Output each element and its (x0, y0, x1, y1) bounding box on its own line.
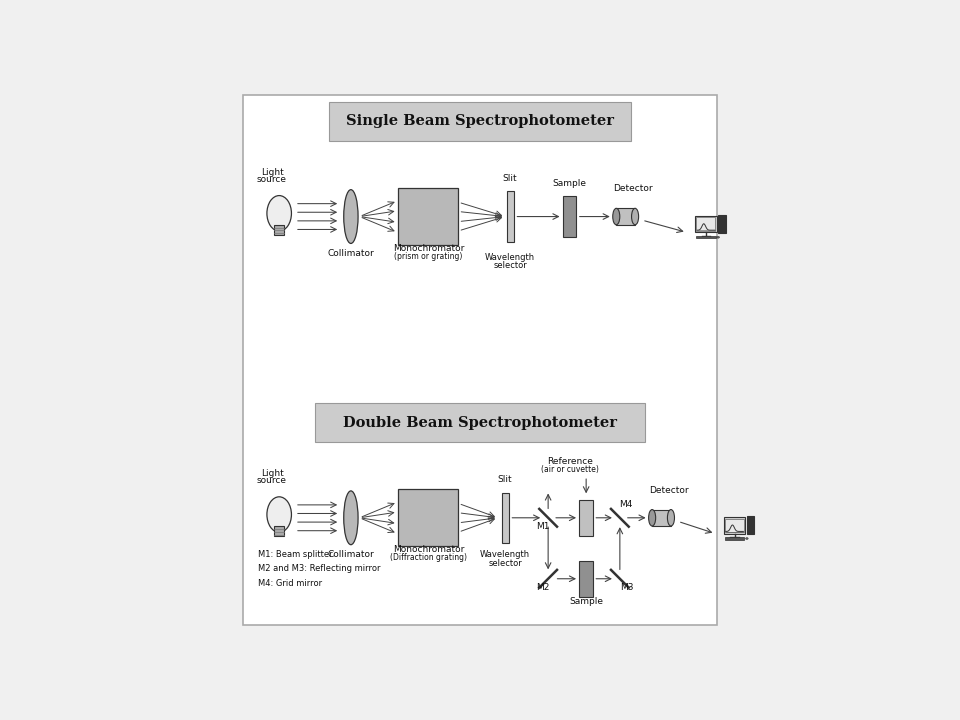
FancyBboxPatch shape (274, 526, 284, 536)
Text: M4: M4 (619, 500, 633, 509)
Text: Monochromator: Monochromator (393, 545, 464, 554)
Text: Slit: Slit (498, 475, 513, 484)
FancyBboxPatch shape (652, 510, 671, 526)
FancyBboxPatch shape (696, 217, 715, 231)
Text: Monochromator: Monochromator (393, 244, 464, 253)
Text: Slit: Slit (503, 174, 517, 183)
FancyBboxPatch shape (501, 492, 509, 543)
FancyBboxPatch shape (747, 516, 755, 534)
Ellipse shape (612, 208, 620, 225)
FancyBboxPatch shape (507, 192, 514, 242)
Text: M4: Grid mirror: M4: Grid mirror (257, 579, 322, 588)
FancyBboxPatch shape (397, 188, 459, 246)
Text: Detector: Detector (612, 184, 653, 194)
FancyBboxPatch shape (724, 517, 745, 534)
Text: Detector: Detector (649, 486, 688, 495)
FancyBboxPatch shape (315, 403, 645, 443)
FancyBboxPatch shape (725, 518, 744, 532)
Text: (Diffraction grating): (Diffraction grating) (390, 553, 467, 562)
Ellipse shape (344, 491, 358, 545)
Text: Light: Light (260, 469, 283, 478)
Text: selector: selector (493, 261, 527, 270)
Text: M3: M3 (620, 582, 634, 592)
Text: Single Beam Spectrophotometer: Single Beam Spectrophotometer (346, 114, 614, 128)
FancyBboxPatch shape (397, 489, 459, 546)
Text: M2 and M3: Reflecting mirror: M2 and M3: Reflecting mirror (257, 564, 380, 573)
Text: (air or cuvette): (air or cuvette) (540, 465, 599, 474)
Text: M1: M1 (536, 521, 549, 531)
Ellipse shape (667, 510, 675, 526)
FancyBboxPatch shape (274, 225, 284, 235)
Text: Light: Light (260, 168, 283, 177)
Text: Wavelength: Wavelength (480, 550, 530, 559)
Text: (prism or grating): (prism or grating) (395, 252, 463, 261)
Text: Collimator: Collimator (327, 550, 374, 559)
Text: Collimator: Collimator (327, 249, 374, 258)
Text: Sample: Sample (553, 179, 587, 188)
Text: M2: M2 (536, 582, 549, 592)
FancyBboxPatch shape (243, 94, 717, 626)
Ellipse shape (267, 196, 292, 231)
Ellipse shape (632, 208, 638, 225)
FancyBboxPatch shape (718, 215, 726, 233)
Text: Reference: Reference (546, 457, 592, 466)
FancyBboxPatch shape (579, 561, 593, 597)
FancyBboxPatch shape (695, 216, 717, 233)
Ellipse shape (746, 538, 748, 539)
Text: Sample: Sample (569, 597, 603, 606)
Ellipse shape (717, 236, 719, 238)
Ellipse shape (267, 497, 292, 532)
Text: M1: Beam splitter: M1: Beam splitter (257, 550, 332, 559)
Text: source: source (257, 175, 287, 184)
FancyBboxPatch shape (696, 236, 715, 238)
Ellipse shape (649, 510, 656, 526)
Text: selector: selector (489, 559, 522, 568)
Text: Wavelength: Wavelength (485, 253, 535, 261)
Text: Double Beam Spectrophotometer: Double Beam Spectrophotometer (343, 416, 617, 430)
FancyBboxPatch shape (725, 537, 744, 539)
Text: source: source (257, 477, 287, 485)
FancyBboxPatch shape (329, 102, 631, 141)
FancyBboxPatch shape (564, 196, 576, 238)
FancyBboxPatch shape (579, 500, 593, 536)
Ellipse shape (344, 189, 358, 243)
FancyBboxPatch shape (616, 208, 636, 225)
